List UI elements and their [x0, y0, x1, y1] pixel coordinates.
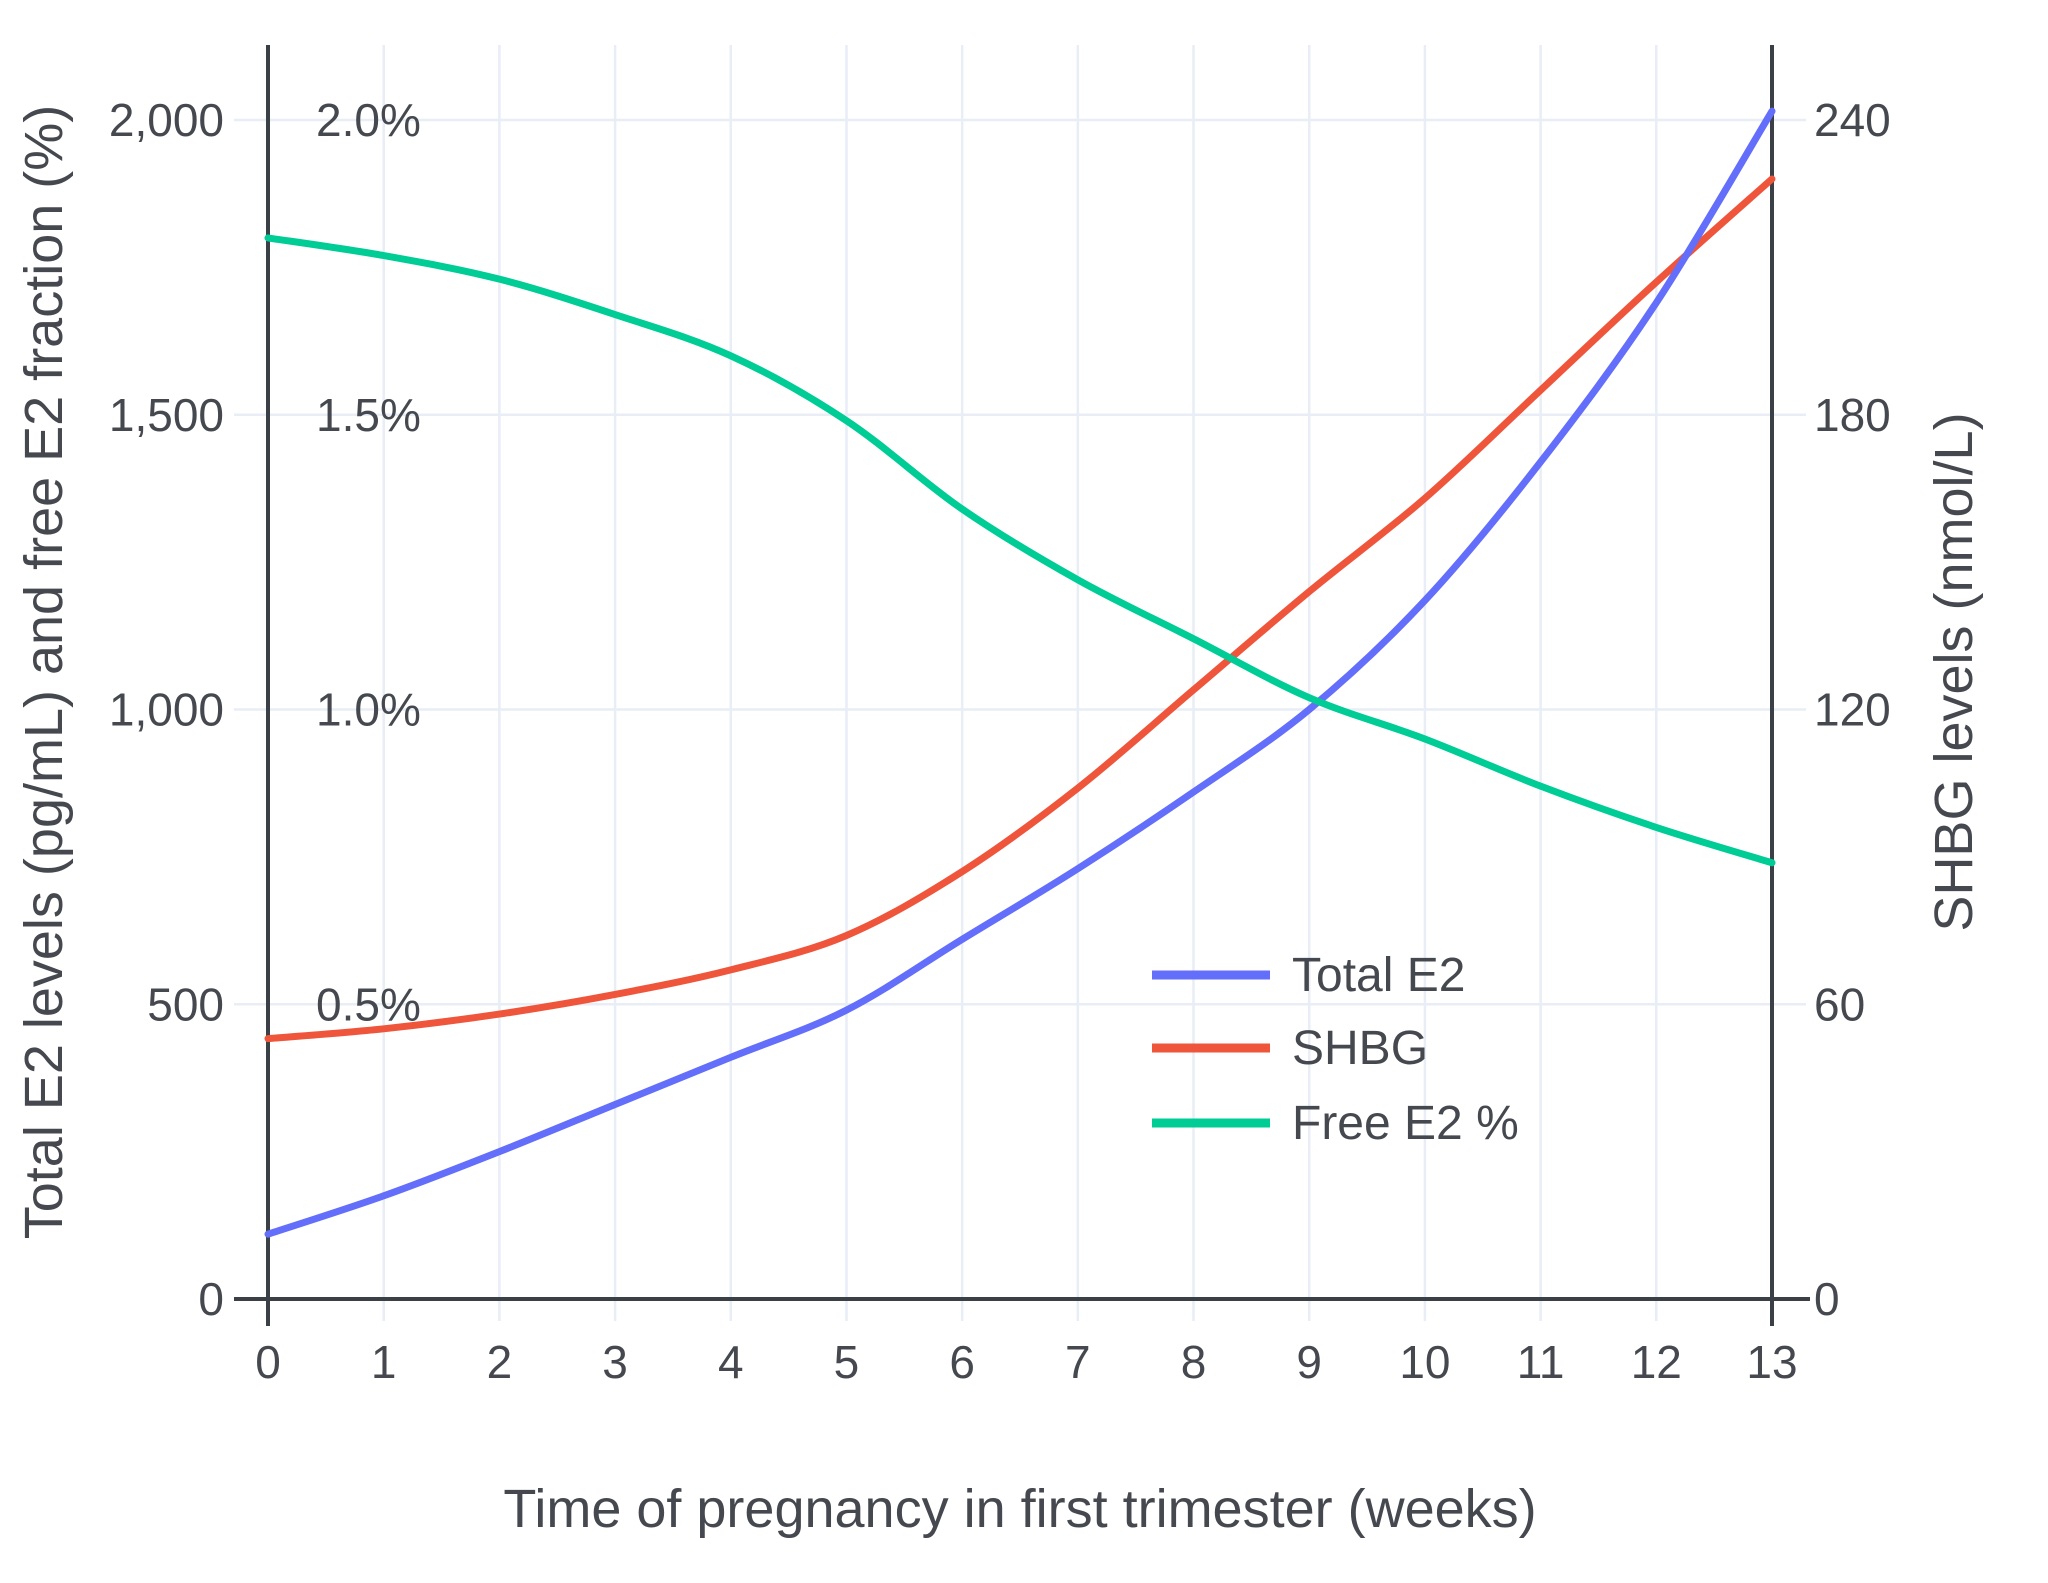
y-tick-label-right-0: 0	[1814, 1273, 1840, 1325]
gridlines	[234, 45, 1806, 1321]
x-tick-label-11: 11	[1517, 1336, 1565, 1388]
right-y-axis-title: SHBG levels (nmol/L)	[1924, 412, 1984, 931]
x-tick-label-10: 10	[1399, 1336, 1450, 1388]
y-inner-percent-label-1500: 1.5%	[316, 389, 421, 441]
y-inner-percent-label-500: 0.5%	[316, 978, 421, 1030]
x-tick-label-13: 13	[1746, 1336, 1797, 1388]
y-tick-label-right-180: 180	[1814, 389, 1891, 441]
y-tick-label-right-60: 60	[1814, 978, 1865, 1030]
x-axis-title: Time of pregnancy in first trimester (we…	[503, 1479, 1536, 1539]
legend-label-free-e2: Free E2 %	[1292, 1097, 1519, 1150]
legend-label-shbg: SHBG	[1292, 1022, 1428, 1075]
x-tick-label-9: 9	[1296, 1336, 1322, 1388]
x-tick-label-4: 4	[718, 1336, 744, 1388]
y-inner-percent-label-1000: 1.0%	[316, 684, 421, 736]
x-tick-label-8: 8	[1181, 1336, 1207, 1388]
legend-item-shbg[interactable]: SHBG	[1152, 1022, 1428, 1075]
y-tick-label-left-1000: 1,000	[109, 684, 224, 736]
axis-lines	[234, 45, 1810, 1326]
x-tick-label-12: 12	[1631, 1336, 1682, 1388]
x-tick-label-6: 6	[949, 1336, 975, 1388]
y-tick-label-right-120: 120	[1814, 684, 1891, 736]
legend: Total E2 SHBG Free E2 %	[1152, 949, 1519, 1150]
series-lines	[264, 107, 1776, 1238]
tick-labels: 05001,0001,5002,0000.5%1.0%1.5%2.0%06012…	[109, 94, 1891, 1388]
x-tick-label-7: 7	[1065, 1336, 1091, 1388]
y-tick-label-left-500: 500	[147, 978, 224, 1030]
legend-label-total-e2: Total E2	[1292, 949, 1465, 1002]
series-line-shbg	[264, 175, 1776, 1043]
x-tick-label-1: 1	[371, 1336, 397, 1388]
x-tick-label-3: 3	[602, 1336, 628, 1388]
x-tick-label-0: 0	[255, 1336, 281, 1388]
x-tick-label-5: 5	[834, 1336, 860, 1388]
y-tick-label-right-240: 240	[1814, 94, 1891, 146]
series-line-free-e2	[264, 234, 1776, 867]
y-inner-percent-label-2000: 2.0%	[316, 94, 421, 146]
legend-item-total-e2[interactable]: Total E2	[1152, 949, 1465, 1002]
y-tick-label-left-1500: 1,500	[109, 389, 224, 441]
left-y-axis-title: Total E2 levels (pg/mL) and free E2 frac…	[14, 105, 74, 1240]
series-line-total-e2	[264, 107, 1776, 1238]
y-tick-label-left-0: 0	[198, 1273, 224, 1325]
y-tick-label-left-2000: 2,000	[109, 94, 224, 146]
legend-item-free-e2[interactable]: Free E2 %	[1152, 1097, 1519, 1150]
x-tick-label-2: 2	[487, 1336, 513, 1388]
